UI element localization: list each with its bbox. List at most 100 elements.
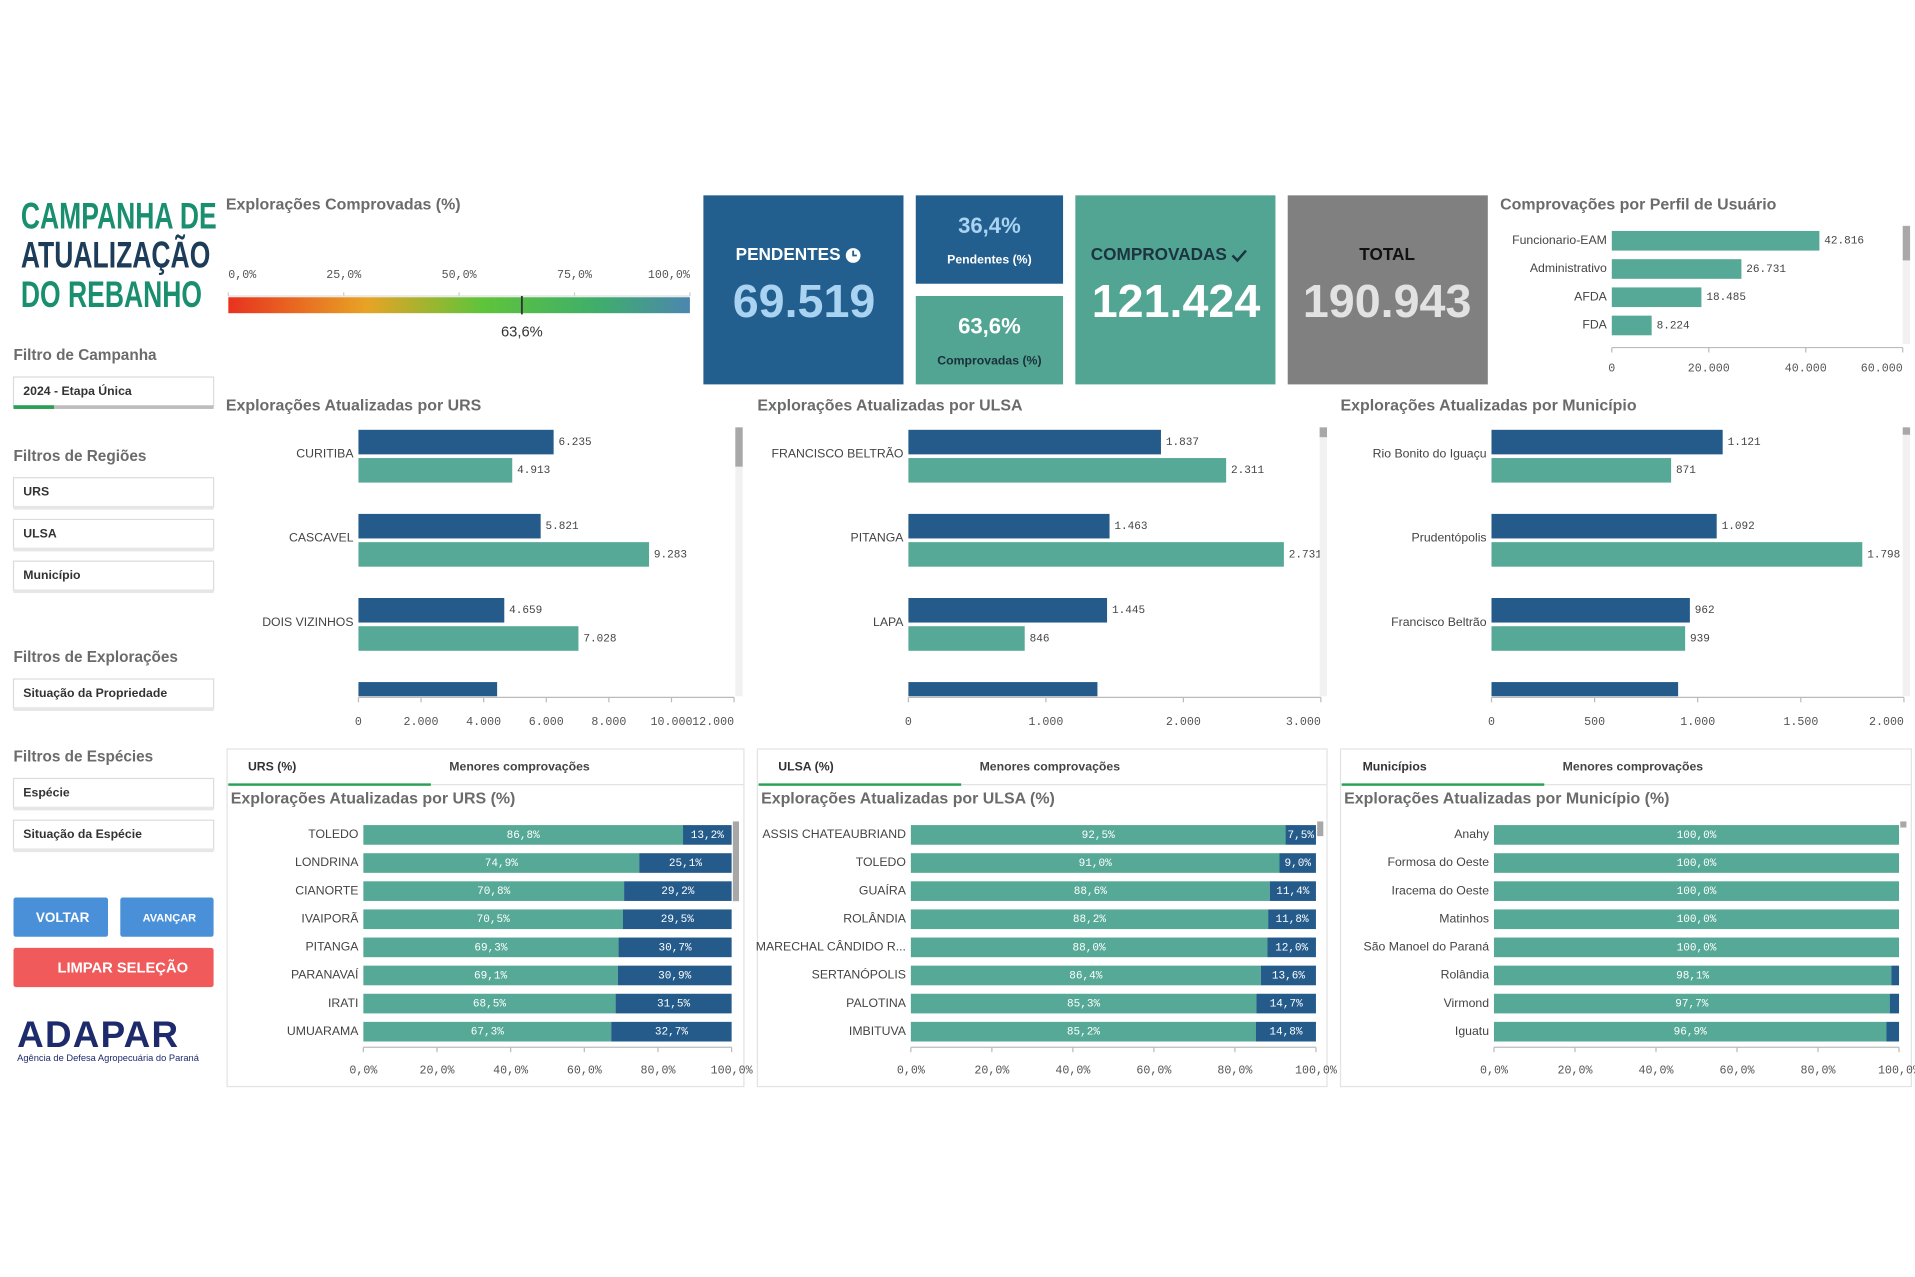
filter-label[interactable]: ULSA [23, 526, 57, 540]
x-tick-label: 40,0% [493, 1064, 528, 1078]
chart-title: Explorações Atualizadas por URS [226, 398, 481, 415]
y-tick-label: DOIS VIZINHOS [262, 615, 353, 629]
button-label[interactable]: AVANÇAR [143, 912, 197, 924]
value-label: 14,8% [1269, 1027, 1302, 1039]
x-tick-label: 20,0% [1557, 1064, 1592, 1078]
bar-segment [363, 881, 625, 901]
filter-label[interactable]: Município [23, 568, 81, 582]
chart-title: Explorações Atualizadas por URS (%) [231, 791, 516, 808]
y-tick-label: GUAÍRA [859, 882, 907, 897]
y-tick-label: Formosa do Oeste [1387, 855, 1489, 869]
value-label: 4.659 [509, 605, 542, 617]
value-label: 86,8% [507, 830, 540, 842]
filter-label[interactable]: Situação da Espécie [23, 827, 142, 841]
tab[interactable]: Municípios [1363, 760, 1427, 774]
bar [1491, 513, 1717, 539]
scrollbar-thumb [1317, 821, 1324, 837]
y-tick-label: Virmond [1444, 996, 1490, 1010]
filter-label[interactable]: 2024 - Etapa Única [23, 383, 132, 398]
filter-underline [13, 589, 214, 594]
x-tick-label: 60,0% [1720, 1064, 1755, 1078]
bar [358, 597, 505, 623]
bar-segment [363, 993, 616, 1014]
filter-box[interactable] [12, 819, 215, 851]
tab[interactable]: Menores comprovações [980, 760, 1121, 774]
x-tick-label: 20.000 [1688, 362, 1730, 376]
x-tick-label: 12.000 [692, 715, 734, 729]
clear-button[interactable] [13, 947, 214, 988]
tab[interactable]: ULSA (%) [778, 760, 833, 774]
value-label: 2.311 [1231, 465, 1264, 477]
value-label: 67,3% [471, 1027, 504, 1039]
x-tick-label: 50,0% [442, 268, 477, 282]
filter-label[interactable]: Situação da Propriedade [23, 686, 167, 700]
value-label: 30,7% [659, 942, 692, 954]
x-tick-label: 1.000 [1680, 715, 1715, 729]
value-label: 69,1% [474, 970, 507, 982]
value-label: 100,0% [1677, 886, 1717, 898]
bar [1491, 626, 1686, 651]
y-tick-label: ROLÂNDIA [843, 910, 907, 925]
bar [1611, 230, 1820, 251]
filter-box[interactable] [12, 777, 215, 809]
button-label[interactable]: VOLTAR [36, 910, 90, 925]
y-tick-label: Iracema do Oeste [1392, 883, 1490, 897]
value-label: 30,9% [658, 970, 691, 982]
kpi-value: 121.424 [1092, 275, 1261, 327]
logo: ADAPAR [17, 1014, 179, 1055]
bar-segment [910, 1021, 1256, 1042]
value-label: 97,7% [1675, 998, 1708, 1010]
bar-segment [910, 881, 1270, 901]
filter-underline [13, 405, 214, 409]
plot: FRANCISCO BELTRÃO 1.837 2.311 PITANGA 1.463 2… [771, 429, 1322, 697]
value-label: 1.121 [1728, 437, 1761, 449]
value-label: 88,0% [1073, 942, 1106, 954]
kpi-label: PENDENTES [736, 244, 841, 264]
filter-box[interactable] [12, 477, 215, 508]
y-tick-label: LAPA [873, 615, 904, 629]
value-label: 871 [1676, 465, 1696, 477]
kpi-box [1075, 195, 1276, 385]
bar-segment [1279, 853, 1316, 873]
filter-box[interactable] [12, 518, 215, 550]
y-tick-label: AFDA [1574, 289, 1608, 303]
tab[interactable]: Menores comprovações [449, 760, 590, 774]
bar-segment [363, 1021, 612, 1042]
value-label: 2.731 [1289, 549, 1322, 561]
bar-segment [1493, 825, 1900, 845]
y-tick-label: Francisco Beltrão [1391, 615, 1487, 629]
scrollbar-track [735, 427, 743, 697]
filter-label[interactable]: Espécie [23, 785, 70, 799]
x-tick-label: 0 [905, 715, 912, 729]
y-tick-label: TOLEDO [308, 827, 358, 841]
x-tick-label: 1.000 [1028, 715, 1063, 729]
value-label: 9.283 [654, 549, 687, 561]
value-label: 12,0% [1275, 942, 1308, 954]
bar-segment [1493, 909, 1900, 930]
button-label[interactable]: LIMPAR SELEÇÃO [57, 959, 188, 977]
bar-segment [910, 909, 1269, 930]
value-label: 7,5% [1288, 830, 1315, 842]
filter-label[interactable]: URS [23, 485, 49, 499]
value-label: 9,0% [1284, 858, 1311, 870]
value-label: 91,0% [1079, 858, 1112, 870]
y-tick-label: PALOTINA [846, 996, 907, 1010]
value-label: 88,2% [1073, 914, 1106, 926]
tab[interactable]: URS (%) [248, 760, 296, 774]
value-label: 6.235 [559, 437, 592, 449]
scrollbar-track [1319, 427, 1327, 697]
tab-active [1341, 783, 1545, 786]
x-tick-label: 75,0% [557, 268, 592, 282]
forward-button[interactable] [120, 897, 214, 937]
bar [1611, 287, 1702, 308]
chart-title: Explorações Atualizadas por Município [1341, 398, 1637, 415]
back-button[interactable] [13, 897, 109, 937]
filter-box[interactable] [12, 560, 215, 592]
clock-hand [852, 250, 857, 257]
bar-segment [618, 937, 732, 958]
tab[interactable]: Menores comprovações [1563, 760, 1704, 774]
x-tick-label: 100,0% [648, 268, 690, 282]
filter-box[interactable] [12, 678, 215, 710]
x-tick-label: 6.000 [529, 715, 564, 729]
